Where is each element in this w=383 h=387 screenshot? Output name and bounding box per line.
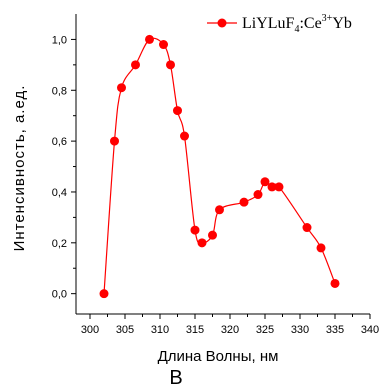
data-point — [159, 40, 168, 50]
data-point — [274, 182, 284, 192]
data-point — [180, 131, 189, 141]
data-point — [253, 190, 263, 200]
data-point — [173, 106, 182, 116]
y-tick-label: 1,0 — [52, 34, 67, 46]
x-tick-labels: 300 305 310 315 320 325 330 335 340 — [81, 324, 379, 336]
legend-label-sub: 4 — [294, 24, 299, 35]
data-point — [166, 60, 175, 70]
y-axis-label: Интенсивность, а.ед. — [11, 85, 28, 252]
axis-ticks — [71, 38, 371, 319]
data-point — [302, 223, 312, 233]
data-point — [260, 177, 270, 187]
panel-label: B — [169, 367, 182, 387]
x-tick-label: 340 — [361, 324, 379, 336]
legend-label-end: Yb — [332, 15, 352, 32]
x-tick-label: 330 — [291, 324, 309, 336]
data-point — [267, 182, 277, 192]
y-tick-label: 0,4 — [52, 187, 67, 199]
data-point — [197, 238, 207, 248]
data-point — [117, 83, 126, 93]
x-tick-label: 325 — [256, 324, 274, 336]
legend-label-base: LiYLuF — [242, 15, 295, 32]
data-point — [330, 278, 340, 288]
series-points — [99, 34, 340, 299]
legend-label-mid: :Ce — [299, 15, 321, 32]
y-tick-labels: 0,0 0,2 0,4 0,6 0,8 1,0 — [52, 34, 67, 300]
y-tick-label: 0,0 — [52, 289, 67, 301]
data-point — [110, 136, 119, 146]
legend: LiYLuF4:Ce3+Yb — [207, 13, 352, 35]
data-point — [145, 34, 154, 44]
legend-label: LiYLuF4:Ce3+Yb — [242, 13, 352, 35]
x-tick-label: 320 — [221, 324, 239, 336]
legend-label-sup: 3+ — [322, 13, 333, 24]
x-tick-label: 335 — [326, 324, 344, 336]
x-axis-label: Длина Волны, нм — [158, 348, 279, 365]
data-point — [215, 205, 224, 215]
legend-marker-swatch — [217, 18, 227, 28]
y-tick-label: 0,2 — [52, 238, 67, 250]
x-tick-label: 310 — [151, 324, 169, 336]
data-point — [190, 225, 200, 235]
data-point — [239, 197, 249, 207]
x-tick-label: 305 — [116, 324, 134, 336]
y-tick-label: 0,6 — [52, 136, 67, 148]
x-tick-label: 315 — [186, 324, 204, 336]
data-point — [208, 230, 217, 240]
series-line — [103, 37, 336, 294]
y-tick-label: 0,8 — [52, 85, 67, 97]
x-tick-label: 300 — [81, 324, 99, 336]
data-point — [316, 243, 326, 253]
data-point — [131, 60, 140, 70]
data-point — [99, 289, 109, 299]
